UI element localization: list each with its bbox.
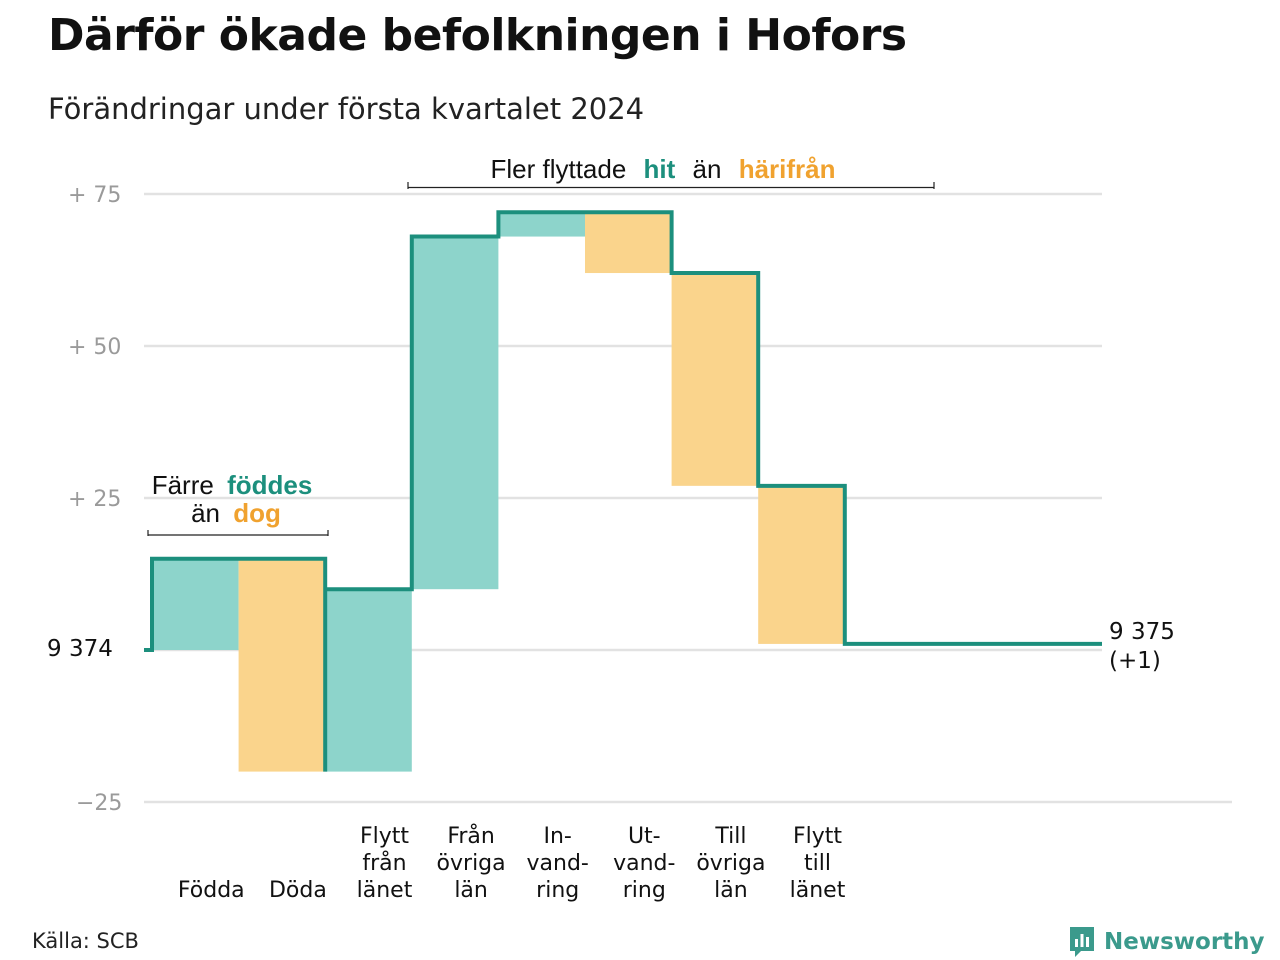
birth-annotation-bracket xyxy=(147,530,329,536)
x-label-invandring: ring xyxy=(536,878,579,903)
x-label-flytt_till_lanet: länet xyxy=(790,878,846,903)
y-axis-ticks: + 75 + 50 + 25 −25 xyxy=(68,183,122,816)
x-label-flytt_fran_lanet: länet xyxy=(357,878,413,903)
x-label-fodda: Födda xyxy=(178,878,245,903)
x-label-flytt_till_lanet: till xyxy=(804,851,831,876)
source-note: Källa: SCB xyxy=(32,929,139,953)
newsworthy-brand[interactable]: Newsworthy xyxy=(1068,924,1265,960)
x-label-till_ovriga_lan: Till xyxy=(714,824,746,849)
birth-annotation-line1: Färre föddes xyxy=(152,470,313,500)
bar-doda xyxy=(238,558,326,772)
birth-annotation: Färre föddes än dog xyxy=(147,470,329,536)
birth-annotation-dog-word: dog xyxy=(233,498,281,528)
running-total-line xyxy=(144,210,1102,772)
newsworthy-logo-icon xyxy=(1070,927,1094,957)
x-label-invandring: In- xyxy=(544,824,572,849)
bar-fran_ovriga_lan xyxy=(411,236,499,590)
x-label-utvandring: Ut- xyxy=(628,824,661,849)
chart-title: Därför ökade befolkningen i Hofors xyxy=(48,10,907,61)
bar-flytt_till_lanet xyxy=(758,485,845,644)
x-label-utvandring: vand- xyxy=(613,851,675,876)
brand-name: Newsworthy xyxy=(1104,929,1265,955)
end-value-label: 9 375 xyxy=(1109,619,1175,645)
x-label-flytt_till_lanet: Flytt xyxy=(793,824,842,849)
x-axis-labels: Födda DödaFlyttfrånlänetFrånövrigalänIn-v… xyxy=(178,823,846,903)
x-label-flytt_fran_lanet: från xyxy=(362,850,406,876)
y-tick-label: + 75 xyxy=(68,183,121,208)
x-label-invandring: vand- xyxy=(527,851,589,876)
x-label-fran_ovriga_lan: län xyxy=(454,878,488,903)
baseline-label: 9 374 xyxy=(47,636,113,662)
bar-till_ovriga_lan xyxy=(671,273,759,486)
x-label-fran_ovriga_lan: övriga xyxy=(437,851,506,876)
x-label-till_ovriga_lan: övriga xyxy=(696,851,765,876)
move-annotation-bracket xyxy=(407,182,935,189)
waterfall-bars xyxy=(152,212,845,772)
x-label-fran_ovriga_lan: Från xyxy=(447,823,495,849)
bar-invandring xyxy=(498,212,585,237)
x-label-doda: Döda xyxy=(269,878,327,903)
y-tick-label: + 50 xyxy=(68,335,121,360)
end-change-label: (+1) xyxy=(1109,648,1161,674)
y-tick-label: −25 xyxy=(76,791,122,816)
move-annotation: Fler flyttade hit än härifrån xyxy=(407,154,935,189)
x-label-flytt_fran_lanet: Flytt xyxy=(360,824,409,849)
move-annotation-text: Fler flyttade hit än härifrån xyxy=(490,154,835,184)
birth-annotation-line2: än dog xyxy=(191,498,281,528)
chart-subtitle: Förändringar under första kvartalet 2024 xyxy=(48,92,645,126)
birth-annotation-fodda-word: föddes xyxy=(227,470,312,500)
x-label-utvandring: ring xyxy=(623,878,666,903)
bar-fodda xyxy=(152,558,239,650)
move-annotation-hit-word: hit xyxy=(644,154,676,184)
move-annotation-harifran-word: härifrån xyxy=(739,154,836,184)
x-label-till_ovriga_lan: län xyxy=(714,878,748,903)
bar-flytt_fran_lanet xyxy=(325,589,412,772)
y-tick-label: + 25 xyxy=(68,487,121,512)
bar-utvandring xyxy=(585,212,672,274)
